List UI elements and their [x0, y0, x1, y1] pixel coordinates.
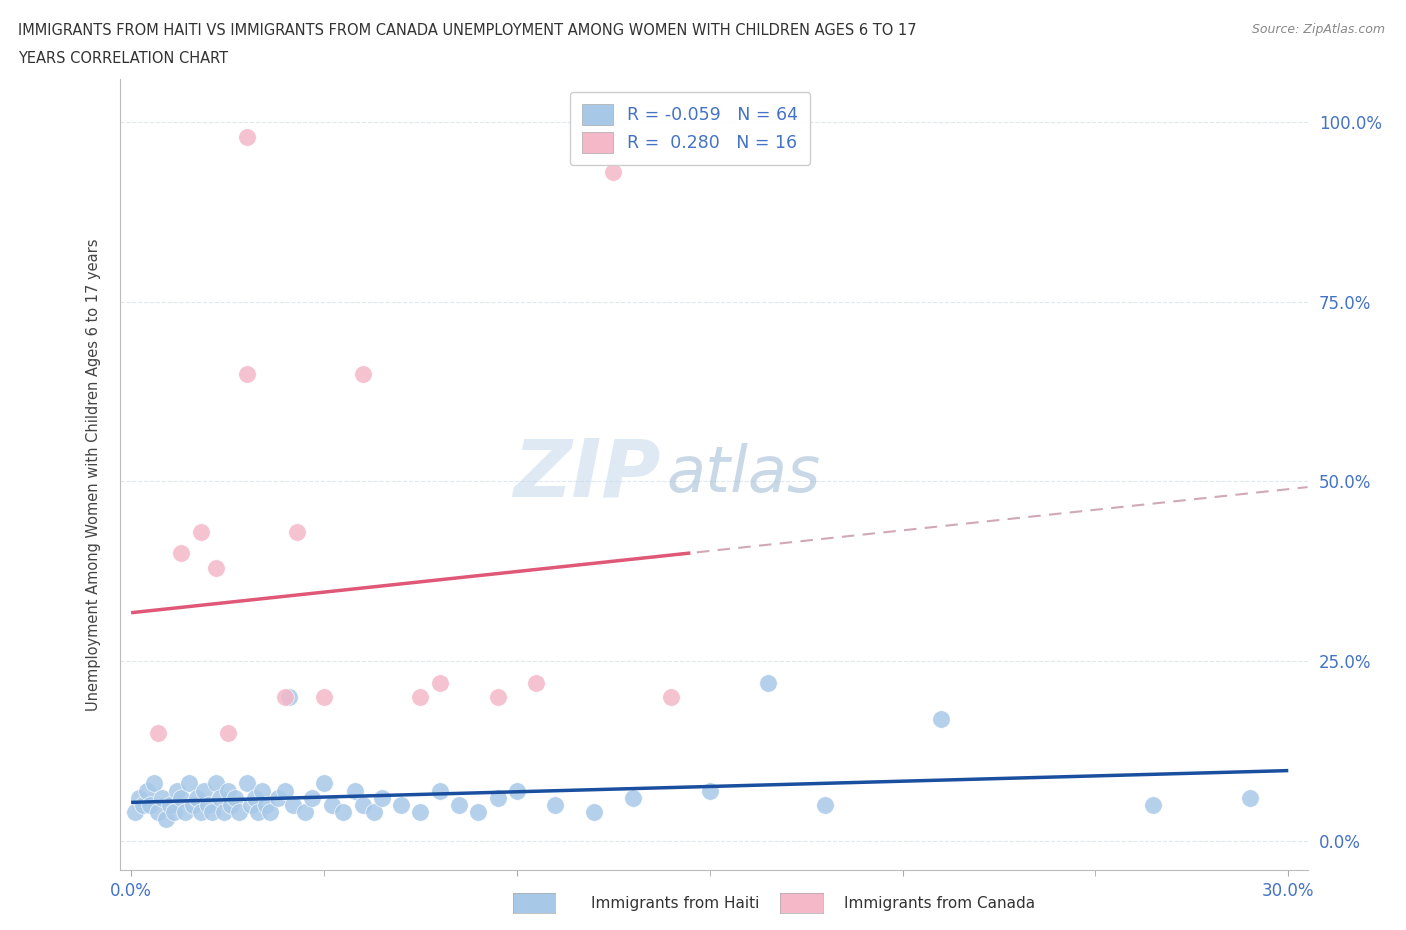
Point	[174, 804, 197, 819]
Point	[252, 783, 274, 798]
Point	[159, 797, 181, 812]
Text: Immigrants from Haiti: Immigrants from Haiti	[591, 897, 759, 911]
Point	[281, 797, 304, 812]
Point	[186, 790, 208, 805]
Text: YEARS CORRELATION CHART: YEARS CORRELATION CHART	[18, 51, 228, 66]
Point	[429, 675, 451, 690]
Point	[208, 790, 231, 805]
Point	[486, 690, 509, 705]
Point	[352, 797, 374, 812]
Point	[254, 797, 277, 812]
Point	[239, 797, 262, 812]
Point	[197, 797, 219, 812]
Point	[243, 790, 266, 805]
Point	[236, 776, 259, 790]
Point	[447, 797, 470, 812]
Point	[146, 725, 169, 740]
Point	[467, 804, 489, 819]
Point	[524, 675, 547, 690]
Point	[193, 783, 215, 798]
Text: IMMIGRANTS FROM HAITI VS IMMIGRANTS FROM CANADA UNEMPLOYMENT AMONG WOMEN WITH CH: IMMIGRANTS FROM HAITI VS IMMIGRANTS FROM…	[18, 23, 917, 38]
Point	[301, 790, 323, 805]
Point	[274, 690, 297, 705]
Point	[371, 790, 394, 805]
Point	[205, 776, 228, 790]
Point	[409, 690, 432, 705]
Point	[228, 804, 250, 819]
Text: Immigrants from Canada: Immigrants from Canada	[844, 897, 1035, 911]
Point	[217, 725, 239, 740]
Point	[190, 804, 212, 819]
Point	[221, 797, 243, 812]
Point	[224, 790, 246, 805]
Point	[143, 776, 166, 790]
Point	[205, 560, 228, 575]
Point	[814, 797, 837, 812]
Point	[170, 790, 193, 805]
Point	[486, 790, 509, 805]
Point	[659, 690, 682, 705]
Text: Source: ZipAtlas.com: Source: ZipAtlas.com	[1251, 23, 1385, 36]
Point	[343, 783, 366, 798]
Point	[139, 797, 162, 812]
Point	[155, 812, 177, 827]
Point	[352, 366, 374, 381]
Point	[312, 776, 335, 790]
Text: ZIP: ZIP	[513, 435, 659, 513]
Point	[247, 804, 270, 819]
Point	[181, 797, 204, 812]
Point	[259, 804, 281, 819]
Point	[128, 790, 150, 805]
Point	[236, 366, 259, 381]
Point	[1142, 797, 1164, 812]
Point	[506, 783, 529, 798]
Point	[602, 165, 624, 179]
Point	[177, 776, 200, 790]
Point	[929, 711, 952, 726]
Point	[217, 783, 239, 798]
Point	[162, 804, 184, 819]
Point	[170, 546, 193, 561]
Point	[756, 675, 779, 690]
Legend: R = -0.059   N = 64, R =  0.280   N = 16: R = -0.059 N = 64, R = 0.280 N = 16	[569, 92, 810, 166]
Point	[190, 525, 212, 539]
Point	[285, 525, 308, 539]
Point	[312, 690, 335, 705]
Point	[544, 797, 567, 812]
Point	[332, 804, 354, 819]
Point	[274, 783, 297, 798]
Point	[212, 804, 235, 819]
Point	[389, 797, 412, 812]
Point	[621, 790, 644, 805]
Point	[131, 797, 153, 812]
Point	[146, 804, 169, 819]
Point	[150, 790, 173, 805]
Point	[278, 690, 301, 705]
Point	[266, 790, 288, 805]
Point	[409, 804, 432, 819]
Text: atlas: atlas	[666, 444, 820, 505]
Point	[124, 804, 146, 819]
Point	[1239, 790, 1261, 805]
Point	[236, 129, 259, 144]
Point	[321, 797, 343, 812]
Point	[699, 783, 721, 798]
Point	[201, 804, 224, 819]
Point	[166, 783, 188, 798]
Point	[135, 783, 157, 798]
Point	[294, 804, 316, 819]
Point	[429, 783, 451, 798]
Point	[582, 804, 605, 819]
Y-axis label: Unemployment Among Women with Children Ages 6 to 17 years: Unemployment Among Women with Children A…	[86, 238, 101, 711]
Point	[363, 804, 385, 819]
